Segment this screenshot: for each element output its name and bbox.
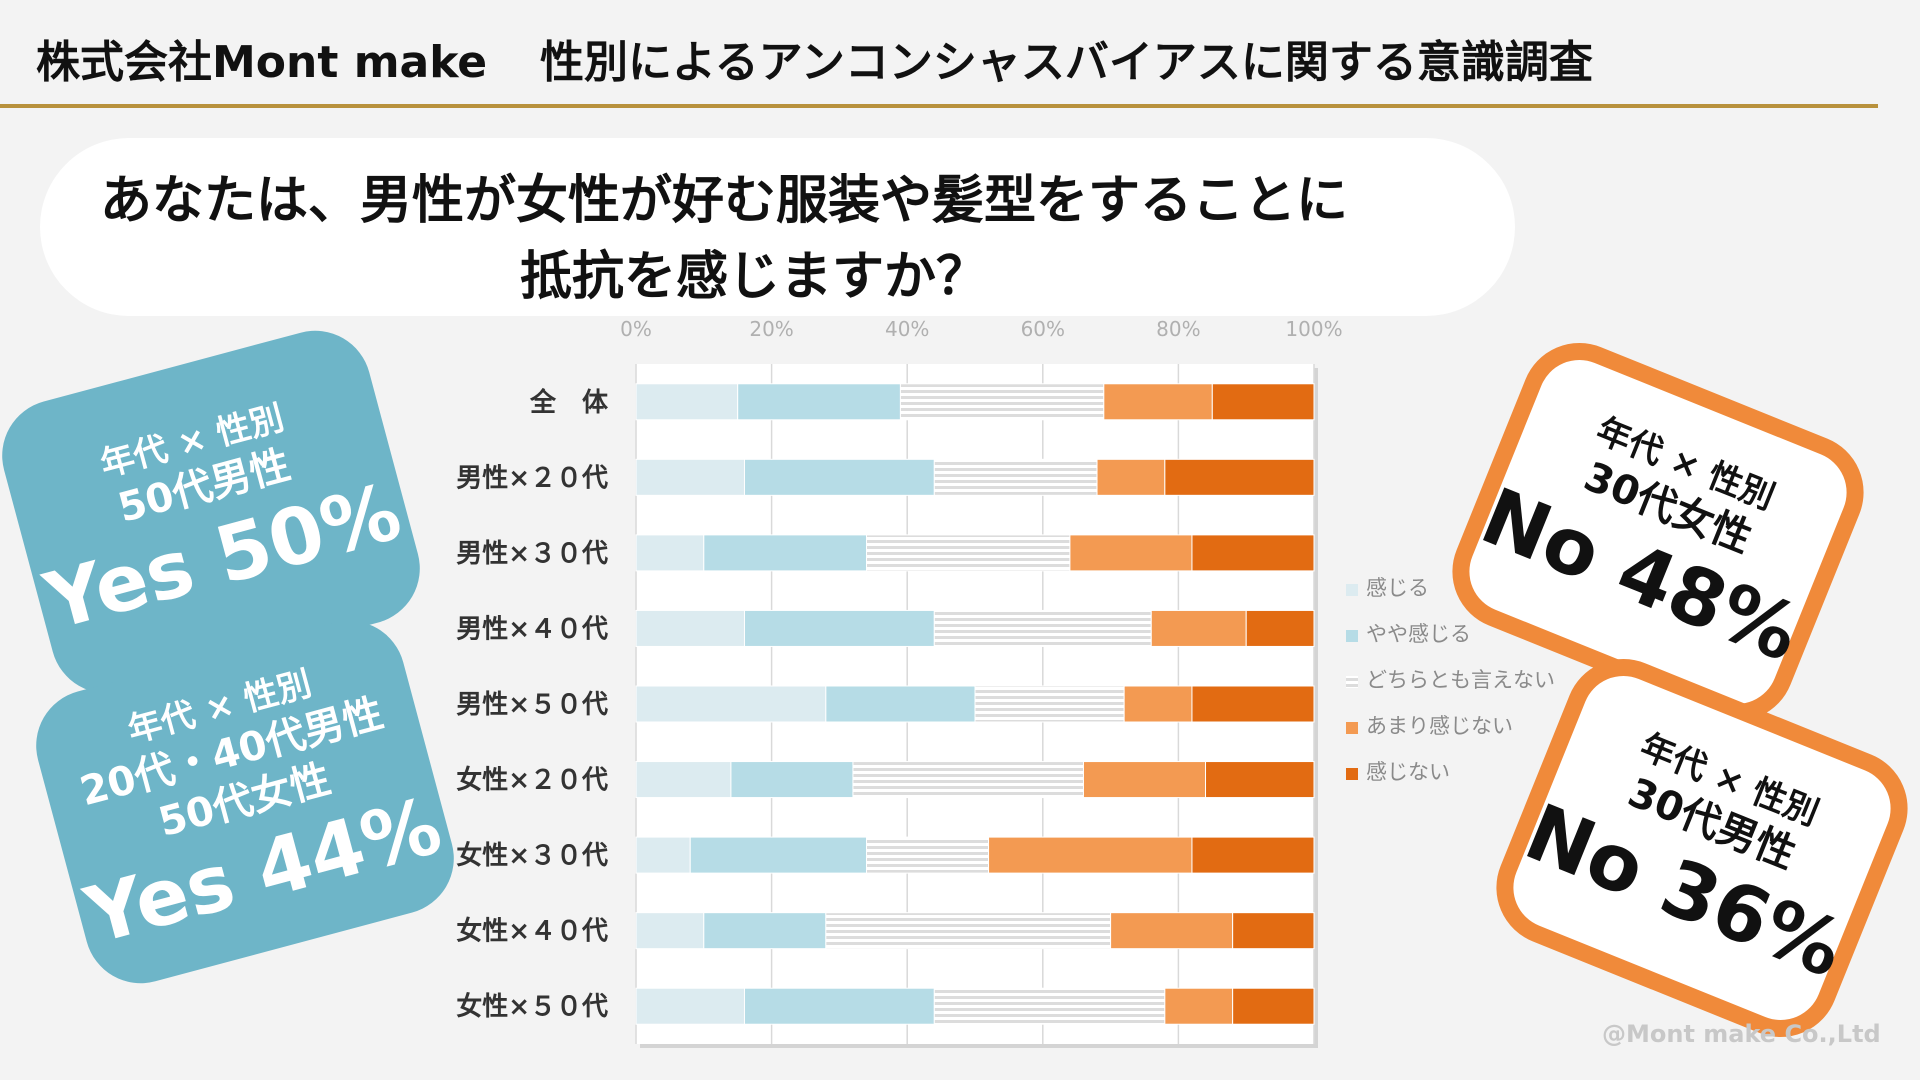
bar-segment [1191, 836, 1315, 874]
question-line-1: あなたは、男性が女性が好む服装や髪型をすることに [100, 171, 1349, 231]
bar-segment [899, 383, 1105, 421]
bar-segment [1082, 761, 1207, 799]
copyright: @Mont make Co.,Ltd [1602, 1020, 1881, 1048]
bar-segment [1103, 383, 1213, 421]
category-label: 女性×２０代 [456, 765, 608, 796]
legend-swatch [1346, 768, 1358, 780]
bar-segment [866, 836, 990, 874]
legend-label: どちらとも言えない [1366, 668, 1555, 692]
bar-segment [743, 609, 935, 647]
bar-segment [635, 987, 745, 1025]
legend-label: あまり感じない [1366, 714, 1513, 738]
bar-segment [635, 609, 745, 647]
bar-segment [866, 534, 1071, 572]
bar-segment [1110, 912, 1234, 950]
question-bubble: あなたは、男性が女性が好む服装や髪型をすることに 抵抗を感じますか？ [40, 138, 1515, 316]
category-label: 女性×３０代 [456, 840, 608, 871]
bar-segment [933, 458, 1098, 496]
question-line-2: 抵抗を感じますか？ [520, 247, 989, 307]
bar-segment [933, 987, 1166, 1025]
legend-swatch [1346, 630, 1358, 642]
bar-segment [635, 912, 705, 950]
bar-segment [1232, 987, 1315, 1025]
category-label: 女性×４０代 [456, 916, 608, 947]
bar-segment [635, 685, 827, 723]
bar-segment [635, 836, 691, 874]
category-label: 男性×３０代 [456, 539, 608, 569]
bar-segment [730, 761, 854, 799]
bar-segment [703, 912, 827, 950]
bar-segment [635, 458, 745, 496]
bar-segment [825, 912, 1112, 950]
tick-layer: 0% 20% 40% 60% 80% 100% [620, 317, 1342, 341]
bar-segment [933, 609, 1152, 647]
x-tick-label: 100% [1285, 317, 1342, 341]
category-label: 全 体 [529, 387, 609, 418]
bar-segment [1150, 609, 1247, 647]
bar-segment [1164, 987, 1234, 1025]
company-name: 株式会社Mont make [36, 37, 488, 88]
bar-segment [1164, 458, 1315, 496]
legend-label: やや感じる [1366, 622, 1471, 646]
bar-segment [1191, 534, 1315, 572]
bar-segment [689, 836, 868, 874]
bar-segment [825, 685, 976, 723]
bar-segment [988, 836, 1193, 874]
bar-segment [852, 761, 1084, 799]
legend-label: 感じる [1366, 576, 1429, 600]
bar-segment [635, 534, 705, 572]
x-tick-label: 80% [1156, 317, 1200, 341]
bar-segment [1096, 458, 1166, 496]
survey-title: 性別によるアンコンシャスバイアスに関する意識調査 [540, 37, 1593, 88]
bar-segment [743, 987, 935, 1025]
category-labels: 全 体男性×２０代男性×３０代男性×４０代男性×５０代女性×２０代女性×３０代女… [456, 387, 609, 1022]
bar-segment [1069, 534, 1193, 572]
bar-segment [1211, 383, 1315, 421]
header: 株式会社Mont make 性別によるアンコンシャスバイアスに関する意識調査 [0, 0, 1878, 108]
category-label: 男性×２０代 [456, 463, 608, 493]
bars [635, 383, 1315, 1025]
bar-segment [1232, 912, 1315, 950]
x-tick-label: 60% [1021, 317, 1065, 341]
x-tick-label: 40% [885, 317, 929, 341]
bar-segment [635, 383, 739, 421]
bar-segment [743, 458, 935, 496]
category-label: 男性×５０代 [456, 690, 608, 720]
x-tick-label: 0% [620, 317, 652, 341]
bar-segment [974, 685, 1125, 723]
bar-segment [737, 383, 901, 421]
x-tick-label: 20% [749, 317, 793, 341]
bar-segment [703, 534, 868, 572]
legend-label: 感じない [1366, 760, 1450, 784]
category-label: 男性×４０代 [456, 614, 608, 644]
bar-segment [1205, 761, 1315, 799]
legend-swatch [1346, 584, 1358, 596]
bar-segment [1245, 609, 1315, 647]
legend-swatch [1346, 722, 1358, 734]
bar-segment [1123, 685, 1193, 723]
legend-swatch [1346, 676, 1358, 688]
bar-segment [635, 761, 732, 799]
category-label: 女性×５０代 [456, 991, 608, 1022]
bar-segment [1191, 685, 1315, 723]
